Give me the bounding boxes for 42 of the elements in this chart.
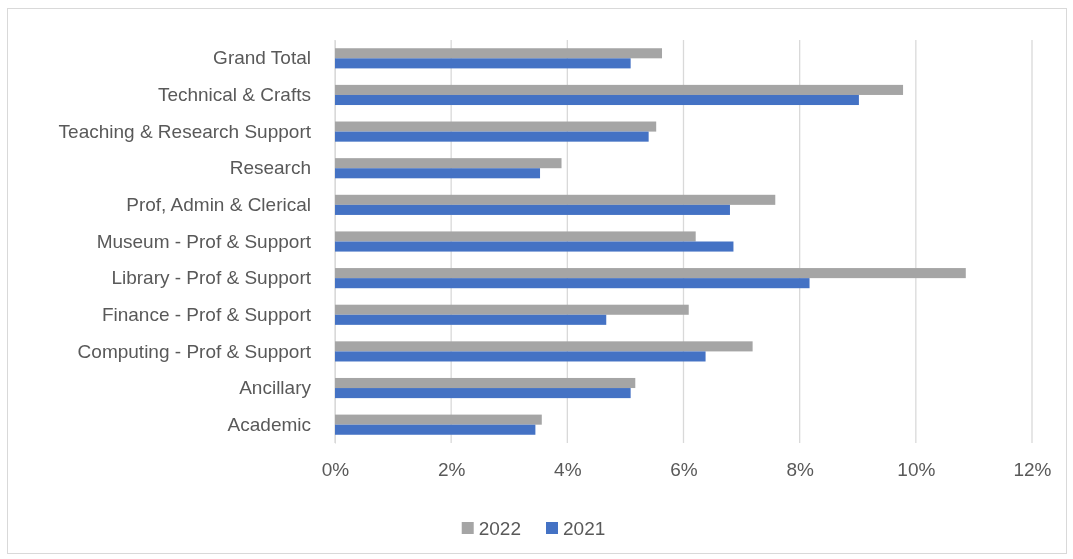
- y-tick-label: Grand Total: [213, 47, 311, 69]
- y-tick-label: Research: [229, 157, 311, 179]
- bar: [335, 121, 657, 132]
- bar: [335, 377, 636, 389]
- bar: [335, 341, 753, 352]
- bar: [335, 231, 696, 242]
- y-tick-label: Finance - Prof & Support: [101, 303, 312, 325]
- bar: [335, 424, 536, 435]
- bar: [335, 131, 649, 142]
- x-tick-label: 12%: [1013, 459, 1052, 481]
- bar: [335, 268, 966, 279]
- y-tick-label: Technical & Crafts: [157, 84, 311, 106]
- bar: [335, 241, 734, 252]
- x-tick-label: 2%: [437, 459, 466, 481]
- y-tick-label: Teaching & Research Support: [58, 120, 312, 142]
- bar: [335, 204, 730, 215]
- bar: [335, 351, 706, 362]
- legend-label: 2021: [563, 518, 606, 539]
- bar: [335, 48, 663, 59]
- bar: [335, 314, 607, 325]
- bar: [335, 194, 776, 205]
- legend-label: 2022: [478, 518, 521, 539]
- y-tick-label: Library - Prof & Support: [111, 267, 312, 289]
- bar: [335, 58, 631, 69]
- bar: [335, 84, 904, 95]
- bar: [335, 388, 631, 399]
- bar: [335, 278, 810, 289]
- y-tick-label: Museum - Prof & Support: [96, 230, 312, 252]
- y-tick-label: Ancillary: [239, 377, 312, 399]
- y-tick-label: Computing - Prof & Support: [77, 340, 312, 362]
- bar: [335, 158, 562, 169]
- x-tick-label: 6%: [670, 459, 698, 481]
- bar: [335, 414, 542, 425]
- x-tick-label: 8%: [786, 459, 814, 481]
- bar: [335, 94, 859, 106]
- bar: [335, 304, 689, 315]
- bar: [335, 168, 541, 179]
- x-tick-label: 4%: [554, 459, 582, 481]
- y-tick-label: Academic: [227, 413, 311, 435]
- x-tick-label: 0%: [321, 459, 350, 481]
- x-tick-label: 10%: [897, 459, 936, 481]
- y-tick-label: Prof, Admin & Clerical: [126, 193, 311, 215]
